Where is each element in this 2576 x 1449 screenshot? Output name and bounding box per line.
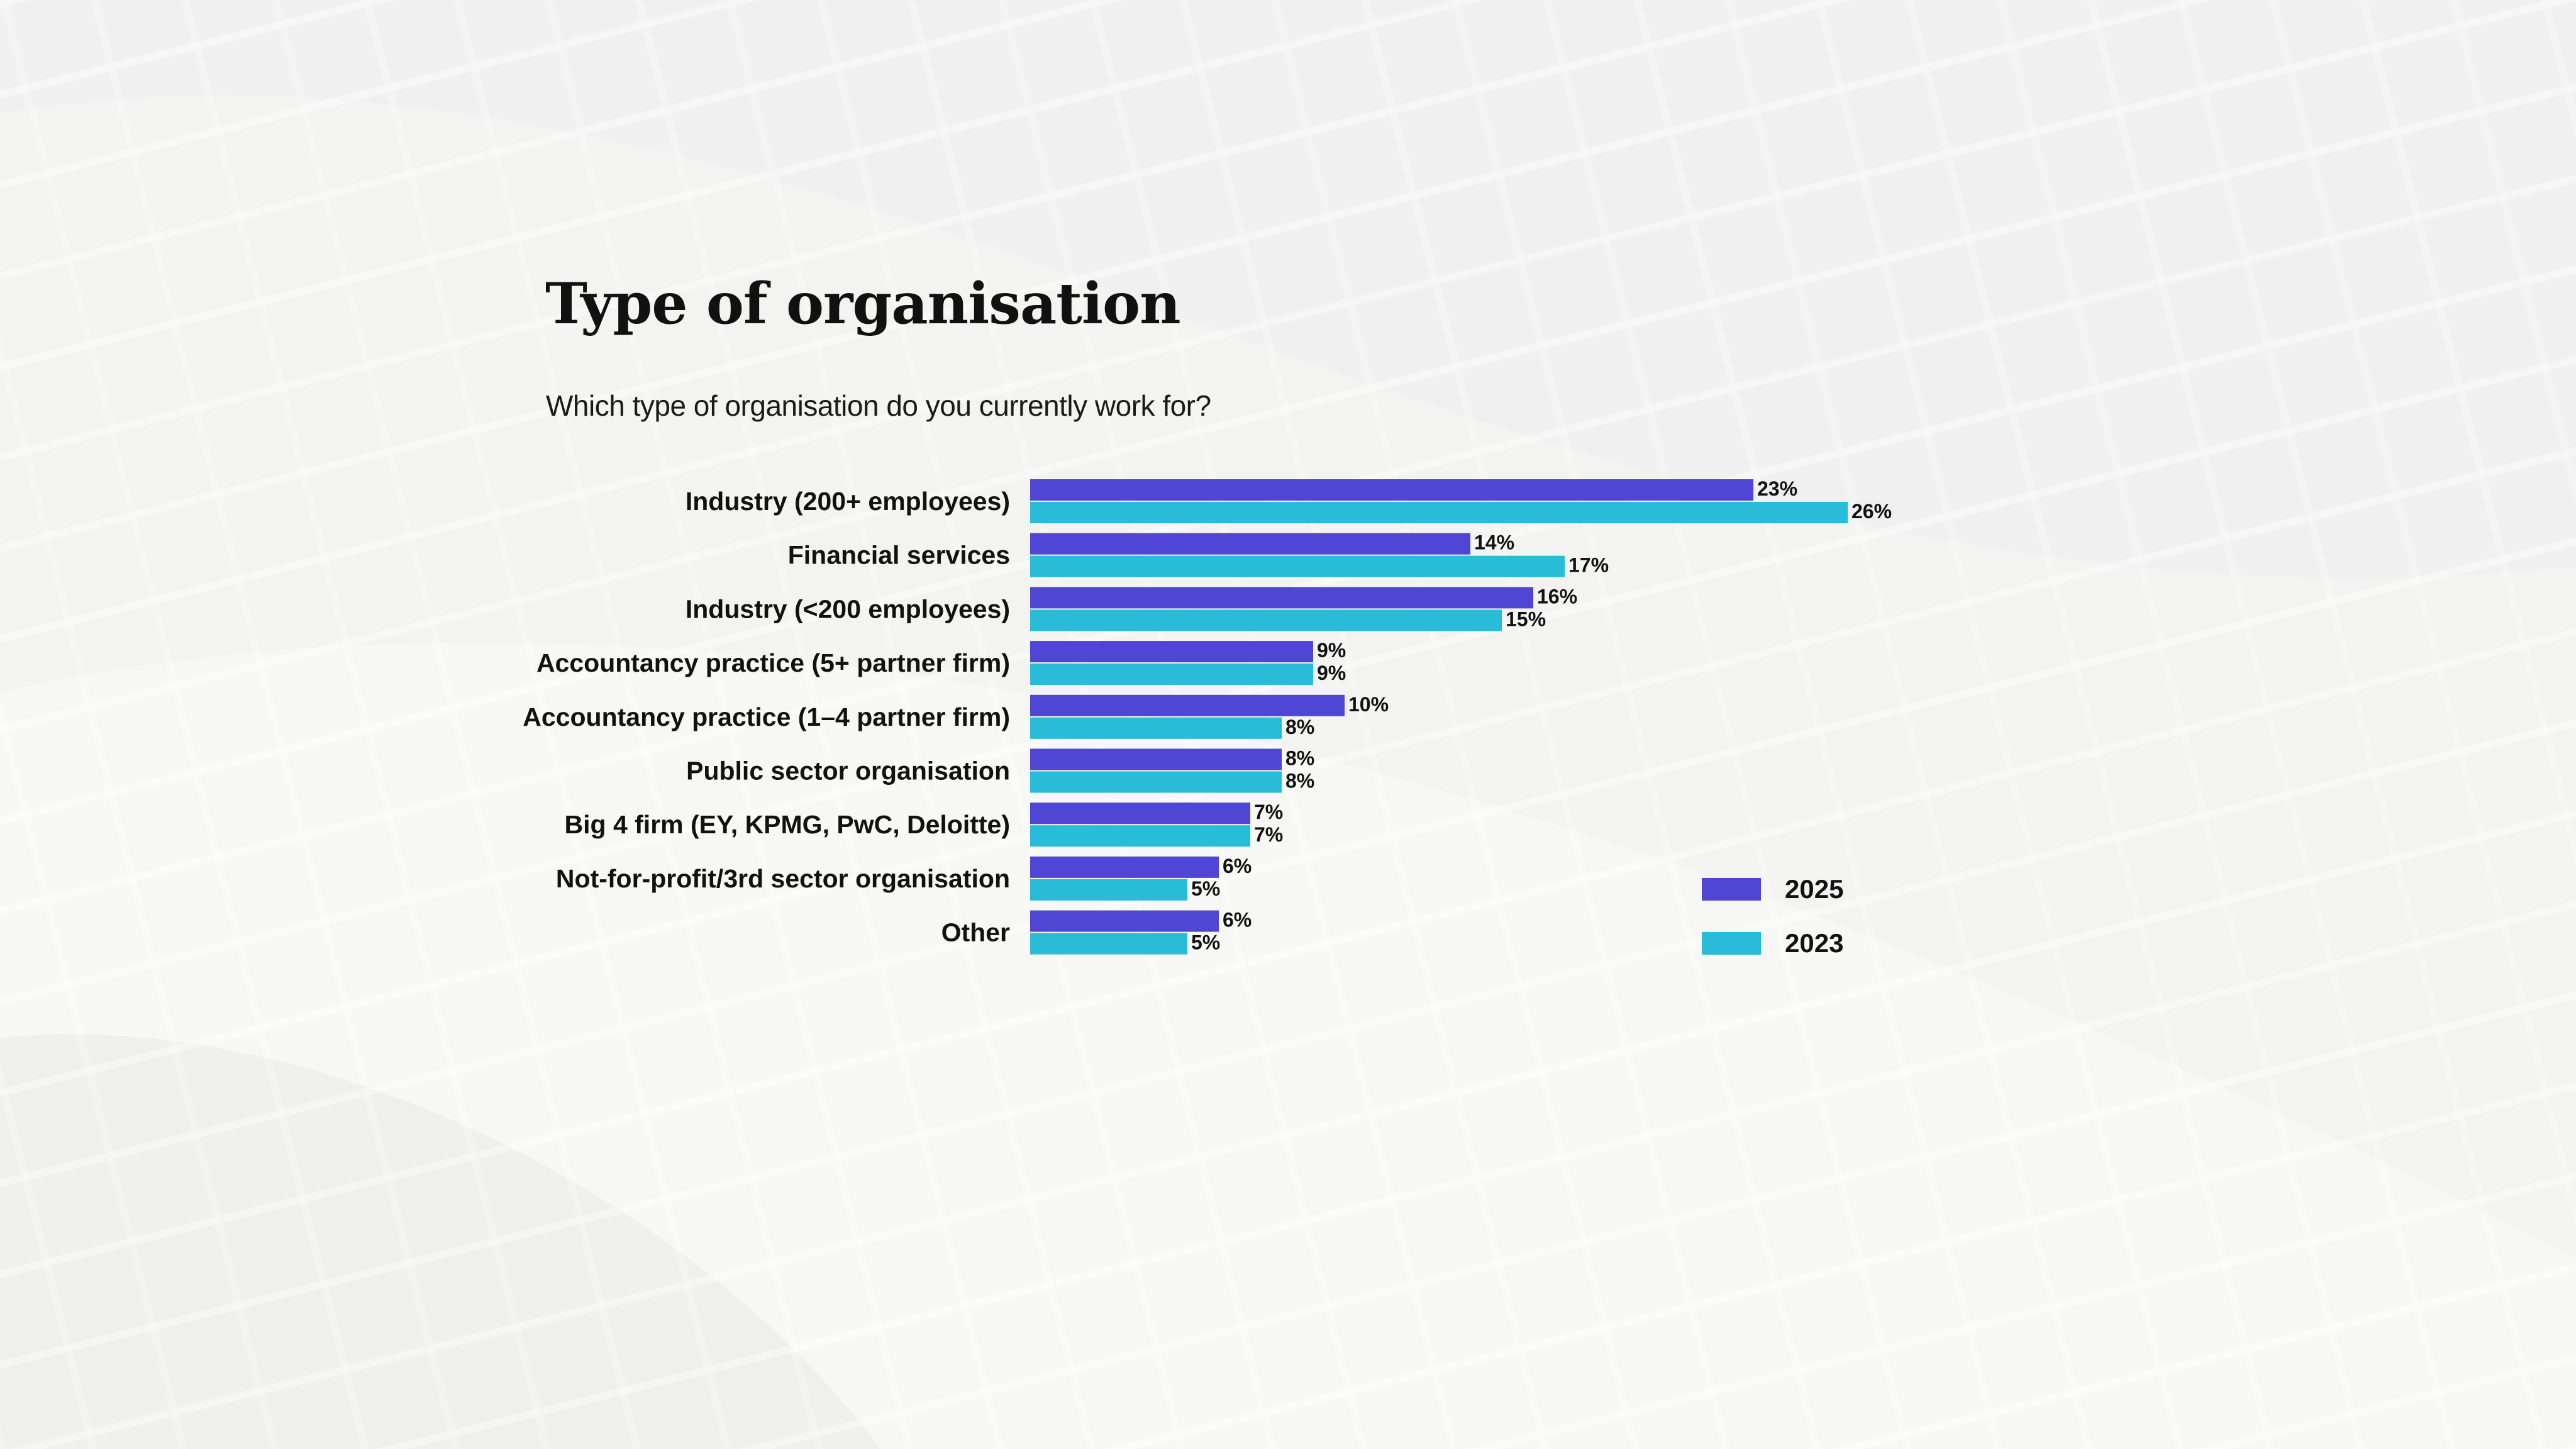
- bar-2023: [1030, 825, 1250, 847]
- data-label: 9%: [1317, 662, 1346, 684]
- legend-label: 2025: [1785, 874, 1843, 904]
- data-label: 7%: [1254, 823, 1283, 846]
- bar-2023: [1030, 502, 1848, 523]
- bar-2023: [1030, 771, 1282, 793]
- bar-2023: [1030, 609, 1502, 631]
- data-label: 14%: [1474, 531, 1514, 554]
- category-label: Public sector organisation: [686, 757, 1010, 786]
- category-label: Financial services: [788, 541, 1010, 570]
- bar-2023: [1030, 879, 1187, 901]
- legend-label: 2023: [1785, 928, 1843, 958]
- data-label: 9%: [1317, 639, 1346, 662]
- page-subtitle: Which type of organisation do you curren…: [546, 389, 1211, 422]
- bar-2025: [1030, 802, 1250, 824]
- category-label: Accountancy practice (1–4 partner firm): [523, 702, 1010, 731]
- legend-swatch-2025: [1702, 878, 1761, 901]
- category-label: Big 4 firm (EY, KPMG, PwC, Deloitte): [565, 810, 1010, 839]
- category-label: Not-for-profit/3rd sector organisation: [556, 864, 1010, 893]
- data-label: 8%: [1285, 716, 1314, 738]
- category-label: Industry (<200 employees): [686, 594, 1010, 623]
- bar-2023: [1030, 717, 1282, 739]
- bar-2025: [1030, 856, 1219, 878]
- bar-2025: [1030, 587, 1533, 609]
- data-label: 5%: [1191, 931, 1220, 954]
- data-label: 6%: [1223, 909, 1252, 931]
- data-label: 6%: [1223, 855, 1252, 877]
- data-label: 16%: [1537, 585, 1577, 608]
- category-label: Accountancy practice (5+ partner firm): [536, 648, 1010, 677]
- data-label: 8%: [1285, 770, 1314, 792]
- category-label: Industry (200+ employees): [686, 487, 1010, 516]
- data-label: 26%: [1852, 500, 1892, 523]
- data-label: 23%: [1757, 477, 1797, 500]
- bar-2025: [1030, 694, 1345, 716]
- bar-2025: [1030, 748, 1282, 770]
- bars-group: Industry (200+ employees) 23% 26% Financial…: [523, 477, 1892, 955]
- category-label: Other: [941, 918, 1010, 947]
- bar-2025: [1030, 641, 1313, 663]
- page-title: Type of organisation: [545, 270, 1181, 337]
- bar-2023: [1030, 933, 1187, 955]
- bar-2023: [1030, 555, 1565, 577]
- data-label: 10%: [1348, 693, 1389, 716]
- bar-2023: [1030, 663, 1313, 686]
- legend-swatch-2023: [1702, 932, 1761, 955]
- data-label: 8%: [1285, 747, 1314, 770]
- data-label: 5%: [1191, 877, 1220, 900]
- data-label: 15%: [1506, 608, 1546, 630]
- data-label: 7%: [1254, 801, 1283, 823]
- bar-2025: [1030, 533, 1470, 555]
- data-label: 17%: [1568, 554, 1609, 577]
- bar-2025: [1030, 910, 1219, 932]
- bar-2025: [1030, 479, 1753, 501]
- legend: 2025 2023: [1702, 874, 1843, 958]
